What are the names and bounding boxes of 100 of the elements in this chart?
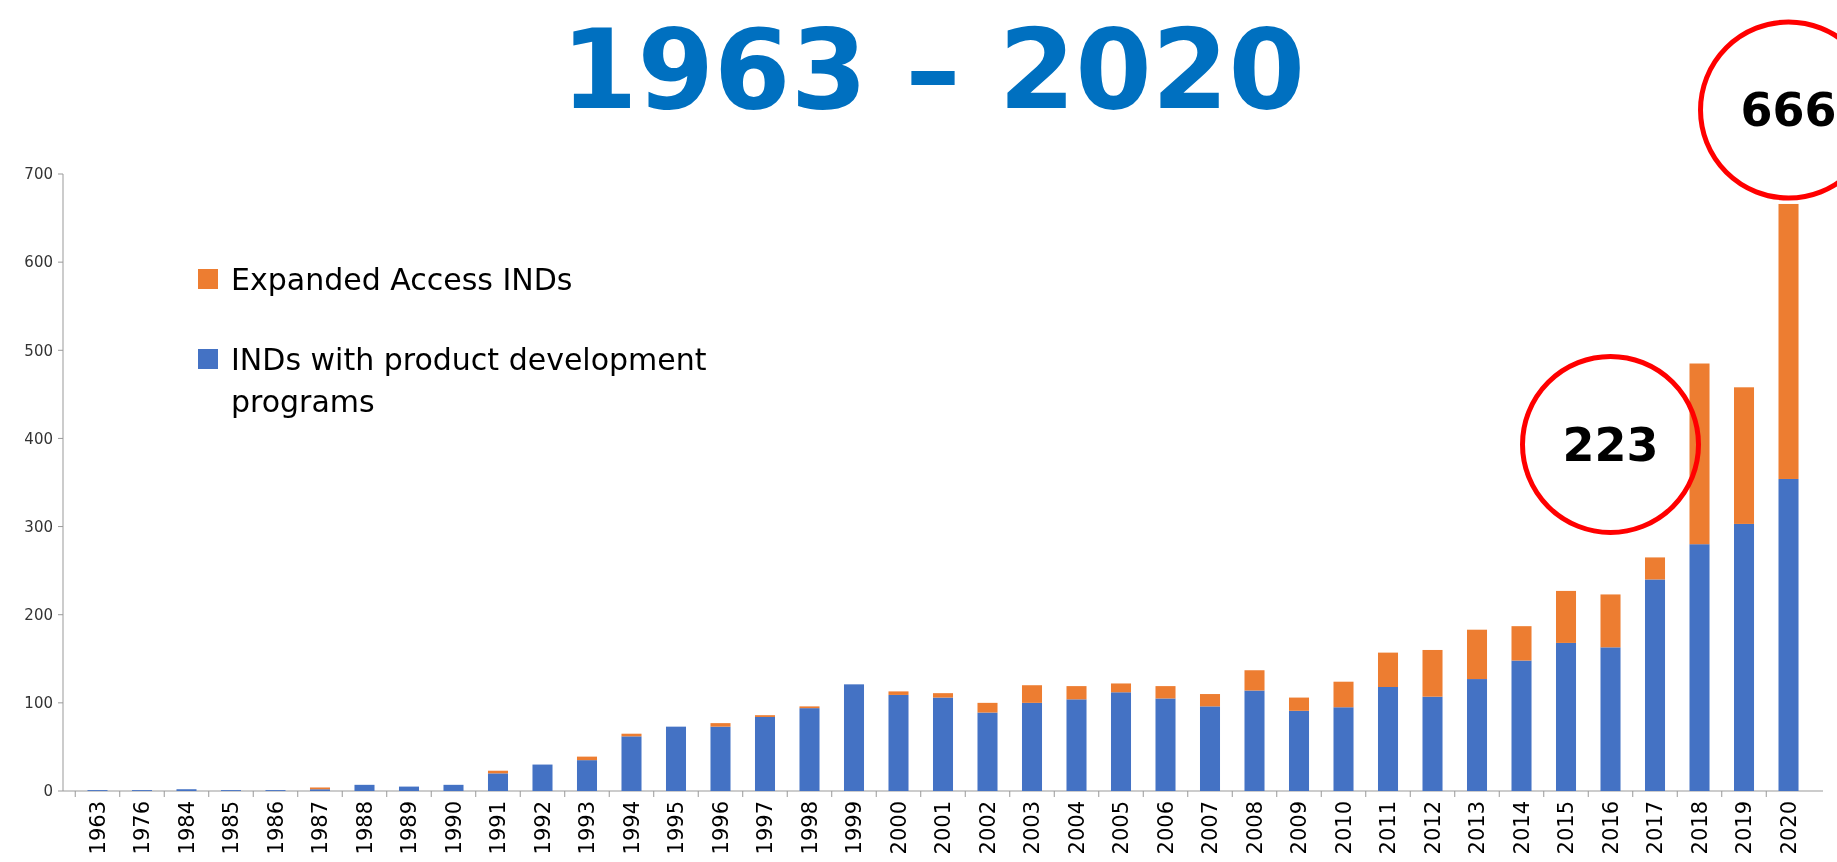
x-tick-label: 2010 (1331, 801, 1356, 855)
bar (1288, 710, 1310, 791)
x-tick-label: 2003 (1020, 801, 1045, 855)
x-tick-label: 1986 (263, 801, 288, 855)
x-tick-label: 2002 (975, 801, 1000, 855)
bar (1689, 544, 1710, 791)
bar (621, 736, 642, 791)
bar (443, 784, 464, 791)
bar (710, 723, 731, 727)
x-tick-label: 1989 (397, 801, 422, 855)
bar (1199, 694, 1221, 707)
y-tick-label: 300 (24, 517, 53, 536)
x-tick-label: 1995 (664, 801, 689, 855)
x-tick-label: 1976 (130, 801, 155, 855)
legend-label: INDs with product development programs (231, 341, 707, 419)
bar (754, 716, 776, 791)
x-tick-label: 2019 (1732, 801, 1757, 855)
x-tick-label: 1985 (219, 801, 244, 855)
chart-title: 1963 – 2020 (561, 6, 1305, 134)
x-tick-label: 2009 (1287, 801, 1312, 855)
x-tick-label: 1999 (842, 801, 867, 855)
x-tick-label: 2020 (1776, 801, 1801, 855)
annotation: 666 (1740, 83, 1837, 138)
bar (932, 693, 954, 698)
x-tick-label: 1984 (174, 801, 199, 855)
bar (799, 708, 820, 791)
bar (1110, 692, 1132, 791)
x-tick-label: 2016 (1598, 801, 1623, 855)
x-tick-label: 1991 (486, 801, 511, 855)
bar (1110, 683, 1132, 693)
bar (354, 784, 375, 791)
bar (1778, 203, 1799, 479)
x-tick-label: 1998 (797, 801, 822, 855)
x-tick-label: 1994 (619, 801, 644, 855)
bar (888, 694, 909, 791)
bar (977, 712, 998, 791)
x-tick-label: 1997 (753, 801, 778, 855)
bar (1422, 696, 1443, 791)
x-tick-label: 2014 (1509, 801, 1534, 855)
y-tick-label: 400 (24, 429, 53, 448)
bar (1645, 579, 1666, 791)
x-tick-label: 2012 (1420, 801, 1445, 855)
bar (1066, 686, 1087, 700)
x-tick-label: 2004 (1064, 801, 1089, 855)
x-tick-label: 1992 (530, 801, 555, 855)
bar (487, 773, 509, 791)
y-tick-label: 200 (24, 605, 53, 624)
bar (1466, 679, 1488, 791)
bar (843, 684, 865, 791)
x-tick-label: 2015 (1554, 801, 1579, 855)
y-tick-label: 600 (24, 253, 53, 272)
bar (1244, 670, 1265, 691)
x-tick-label: 2000 (886, 801, 911, 855)
x-tick-label: 1963 (85, 801, 110, 855)
x-tick-label: 1988 (352, 801, 377, 855)
bar (932, 697, 954, 791)
bar (1422, 649, 1443, 697)
bar (665, 726, 687, 791)
x-tick-label: 1987 (308, 801, 333, 855)
bar (888, 691, 909, 695)
bar (1556, 642, 1577, 791)
y-tick-label: 100 (24, 694, 53, 713)
bar (1066, 699, 1087, 791)
x-tick-label: 1990 (441, 801, 466, 855)
bar (576, 760, 598, 791)
bar (1021, 685, 1043, 703)
x-tick-label: 2008 (1242, 801, 1267, 855)
bar (977, 702, 998, 713)
y-tick-label: 700 (24, 165, 53, 184)
y-tick-label: 0 (43, 782, 53, 801)
x-tick-label: 1993 (575, 801, 600, 855)
bar (1244, 690, 1265, 791)
bar (1377, 652, 1399, 687)
bar (1333, 681, 1354, 708)
bar (1466, 629, 1488, 680)
bar (1778, 478, 1799, 791)
bar (1511, 660, 1532, 791)
x-tick-label: 2013 (1465, 801, 1490, 855)
bar (1600, 647, 1621, 791)
bar (1155, 698, 1176, 791)
annotation: 223 (1562, 417, 1659, 472)
x-tick-label: 2001 (931, 801, 956, 855)
bar (710, 726, 731, 791)
x-tick-label: 2018 (1687, 801, 1712, 855)
bar (1511, 626, 1532, 661)
x-tick-label: 2006 (1153, 801, 1178, 855)
bar (1377, 686, 1399, 791)
bar (1155, 686, 1176, 699)
bar (1600, 594, 1621, 648)
x-tick-label: 2017 (1643, 801, 1668, 855)
bar (532, 764, 553, 791)
bar (398, 786, 420, 791)
bar (1021, 702, 1043, 791)
bar (1734, 387, 1755, 524)
bar (1288, 697, 1310, 711)
bar (1333, 707, 1354, 791)
y-tick-label: 500 (24, 341, 53, 360)
x-tick-label: 1996 (708, 801, 733, 855)
x-tick-label: 2005 (1109, 801, 1134, 855)
legend-label: Expanded Access INDs (231, 261, 573, 297)
